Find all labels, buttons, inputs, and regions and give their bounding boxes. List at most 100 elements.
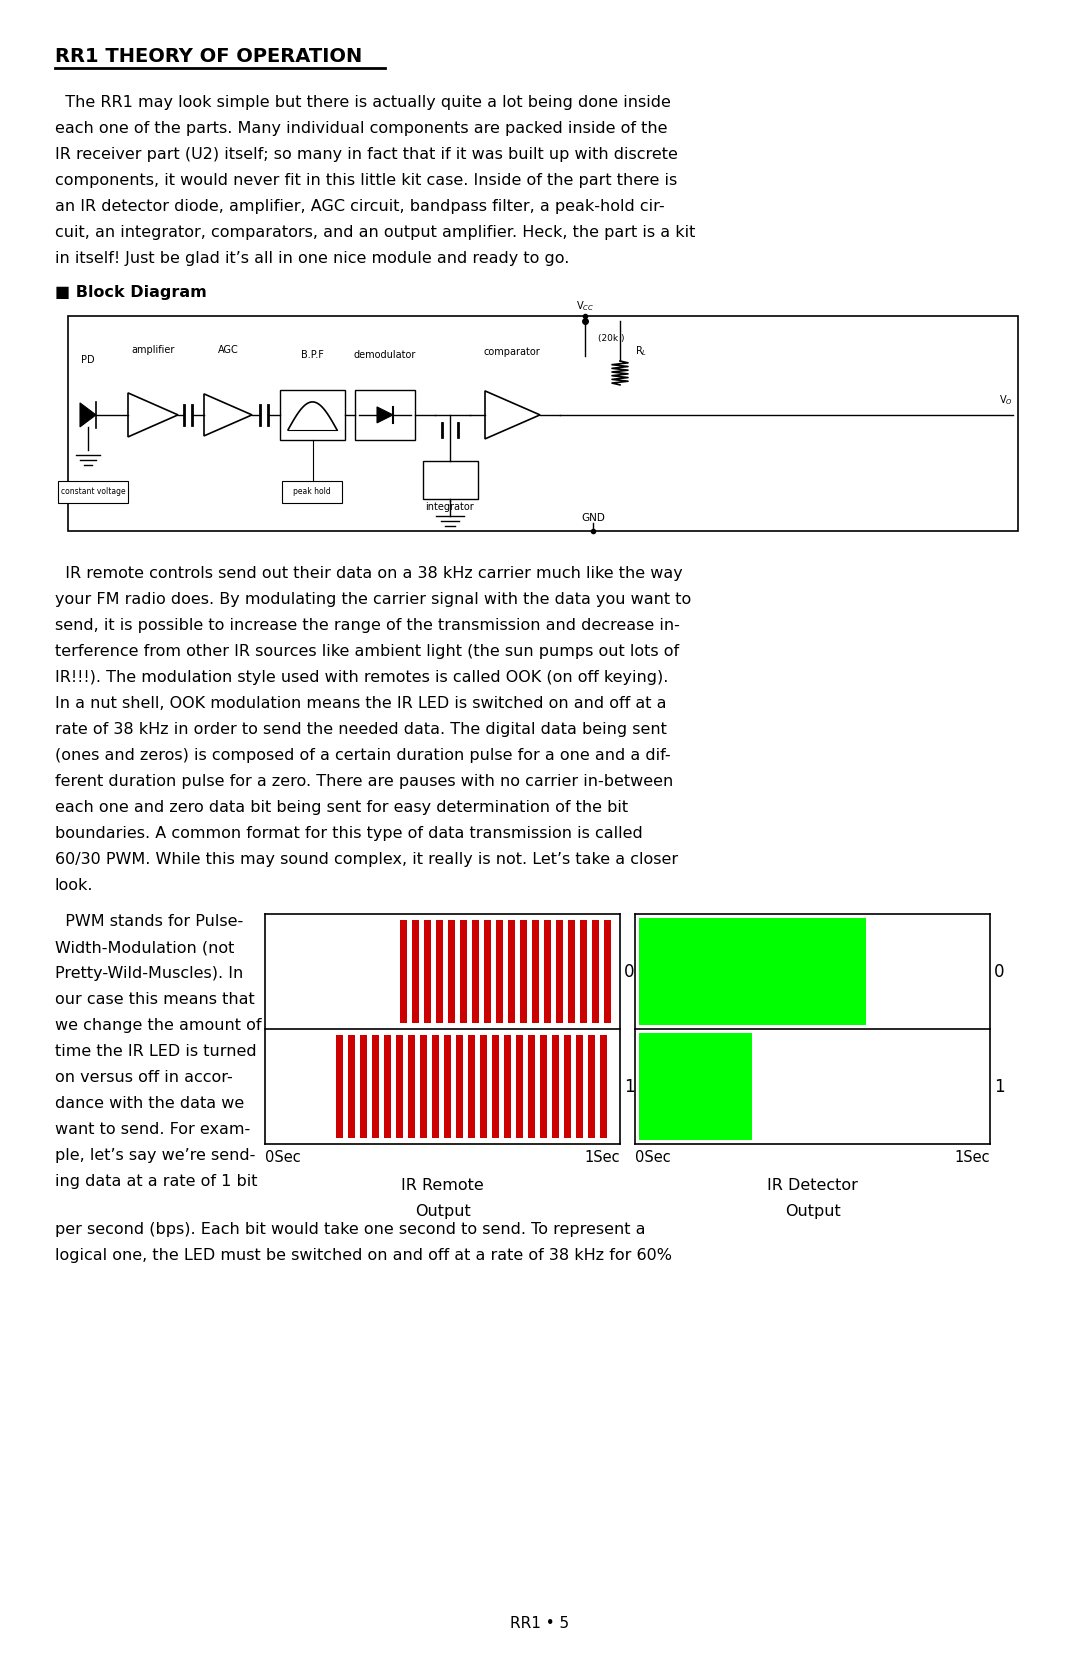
Text: R$_L$: R$_L$	[635, 344, 647, 357]
Bar	[400, 920, 407, 1023]
Bar	[280, 391, 345, 441]
Bar	[282, 481, 342, 502]
Text: look.: look.	[55, 878, 94, 893]
Bar	[423, 920, 431, 1023]
Bar	[592, 920, 599, 1023]
Text: peak hold: peak hold	[293, 487, 330, 496]
Text: Width-Modulation (not: Width-Modulation (not	[55, 940, 234, 955]
Text: 0: 0	[624, 963, 635, 980]
Bar	[411, 920, 419, 1023]
Bar	[600, 1035, 607, 1138]
Text: (20k ): (20k )	[598, 334, 624, 342]
Text: dance with the data we: dance with the data we	[55, 1097, 244, 1112]
Text: V$_{CC}$: V$_{CC}$	[576, 299, 594, 314]
Bar	[576, 1035, 583, 1138]
Text: each one and zero data bit being sent for easy determination of the bit: each one and zero data bit being sent fo…	[55, 799, 629, 814]
Bar	[408, 1035, 415, 1138]
Polygon shape	[80, 402, 96, 427]
Text: PWM stands for Pulse-: PWM stands for Pulse-	[55, 915, 243, 930]
Text: IR Detector: IR Detector	[767, 1178, 858, 1193]
Text: Pretty-Wild-Muscles). In: Pretty-Wild-Muscles). In	[55, 966, 243, 981]
Text: 0Sec: 0Sec	[265, 1150, 300, 1165]
Text: our case this means that: our case this means that	[55, 991, 255, 1006]
Bar	[580, 920, 586, 1023]
Text: 1Sec: 1Sec	[584, 1150, 620, 1165]
Bar	[568, 920, 575, 1023]
Bar	[604, 920, 611, 1023]
Text: IR receiver part (U2) itself; so many in fact that if it was built up with discr: IR receiver part (U2) itself; so many in…	[55, 147, 678, 162]
Text: ferent duration pulse for a zero. There are pauses with no carrier in-between: ferent duration pulse for a zero. There …	[55, 774, 673, 789]
Bar	[336, 1035, 343, 1138]
Text: components, it would never fit in this little kit case. Inside of the part there: components, it would never fit in this l…	[55, 174, 677, 189]
Bar	[528, 1035, 535, 1138]
Text: on versus off in accor-: on versus off in accor-	[55, 1070, 233, 1085]
Text: an IR detector diode, amplifier, AGC circuit, bandpass filter, a peak-hold cir-: an IR detector diode, amplifier, AGC cir…	[55, 199, 664, 214]
Text: terference from other IR sources like ambient light (the sun pumps out lots of: terference from other IR sources like am…	[55, 644, 679, 659]
Bar	[460, 920, 467, 1023]
Text: demodulator: demodulator	[354, 350, 416, 361]
Bar	[484, 920, 491, 1023]
Bar	[448, 920, 455, 1023]
Bar	[456, 1035, 463, 1138]
Bar	[355, 391, 415, 441]
Text: 1Sec: 1Sec	[955, 1150, 990, 1165]
Text: V$_O$: V$_O$	[999, 394, 1013, 407]
Text: in itself! Just be glad it’s all in one nice module and ready to go.: in itself! Just be glad it’s all in one …	[55, 250, 569, 265]
Text: constant voltage: constant voltage	[60, 487, 125, 496]
Text: In a nut shell, OOK modulation means the IR LED is switched on and off at a: In a nut shell, OOK modulation means the…	[55, 696, 666, 711]
Text: ■ Block Diagram: ■ Block Diagram	[55, 285, 206, 300]
Text: IR Remote: IR Remote	[401, 1178, 484, 1193]
Polygon shape	[377, 407, 393, 422]
Text: 0: 0	[994, 963, 1004, 980]
Bar	[531, 920, 539, 1023]
Bar	[68, 315, 1018, 531]
Text: 0Sec: 0Sec	[635, 1150, 671, 1165]
Text: per second (bps). Each bit would take one second to send. To represent a: per second (bps). Each bit would take on…	[55, 1222, 646, 1237]
Text: 1: 1	[994, 1078, 1004, 1095]
Bar	[639, 1033, 752, 1140]
Text: ple, let’s say we’re send-: ple, let’s say we’re send-	[55, 1148, 255, 1163]
Bar	[468, 1035, 475, 1138]
Bar	[436, 920, 443, 1023]
Bar	[556, 920, 563, 1023]
Text: Output: Output	[415, 1203, 471, 1218]
Bar	[508, 920, 515, 1023]
Bar	[552, 1035, 559, 1138]
Bar	[519, 920, 527, 1023]
Bar	[540, 1035, 546, 1138]
Text: AGC: AGC	[218, 345, 239, 355]
Bar	[348, 1035, 355, 1138]
Text: IR remote controls send out their data on a 38 kHz carrier much like the way: IR remote controls send out their data o…	[55, 566, 683, 581]
Bar	[432, 1035, 438, 1138]
Text: cuit, an integrator, comparators, and an output amplifier. Heck, the part is a k: cuit, an integrator, comparators, and an…	[55, 225, 696, 240]
Text: B.P.F: B.P.F	[301, 350, 324, 361]
Text: 1: 1	[624, 1078, 635, 1095]
Bar	[480, 1035, 487, 1138]
Bar	[639, 918, 866, 1025]
Text: ing data at a rate of 1 bit: ing data at a rate of 1 bit	[55, 1173, 257, 1188]
Text: Output: Output	[785, 1203, 840, 1218]
Bar	[504, 1035, 511, 1138]
Bar	[492, 1035, 499, 1138]
Bar	[564, 1035, 571, 1138]
Bar	[420, 1035, 427, 1138]
Text: send, it is possible to increase the range of the transmission and decrease in-: send, it is possible to increase the ran…	[55, 618, 680, 633]
Text: The RR1 may look simple but there is actually quite a lot being done inside: The RR1 may look simple but there is act…	[55, 95, 671, 110]
Bar	[472, 920, 478, 1023]
Text: rate of 38 kHz in order to send the needed data. The digital data being sent: rate of 38 kHz in order to send the need…	[55, 723, 666, 738]
Text: time the IR LED is turned: time the IR LED is turned	[55, 1045, 257, 1060]
Bar	[360, 1035, 367, 1138]
Text: 60/30 PWM. While this may sound complex, it really is not. Let’s take a closer: 60/30 PWM. While this may sound complex,…	[55, 851, 678, 866]
Bar	[588, 1035, 595, 1138]
Bar	[384, 1035, 391, 1138]
Text: RR1 • 5: RR1 • 5	[511, 1616, 569, 1631]
Bar	[444, 1035, 451, 1138]
Text: RR1 THEORY OF OPERATION: RR1 THEORY OF OPERATION	[55, 47, 362, 67]
Text: your FM radio does. By modulating the carrier signal with the data you want to: your FM radio does. By modulating the ca…	[55, 592, 691, 608]
Text: logical one, the LED must be switched on and off at a rate of 38 kHz for 60%: logical one, the LED must be switched on…	[55, 1248, 672, 1263]
Text: IR!!!). The modulation style used with remotes is called OOK (on off keying).: IR!!!). The modulation style used with r…	[55, 669, 669, 684]
Bar	[396, 1035, 403, 1138]
Text: want to send. For exam-: want to send. For exam-	[55, 1122, 251, 1137]
Text: we change the amount of: we change the amount of	[55, 1018, 261, 1033]
Text: PD: PD	[81, 355, 95, 366]
